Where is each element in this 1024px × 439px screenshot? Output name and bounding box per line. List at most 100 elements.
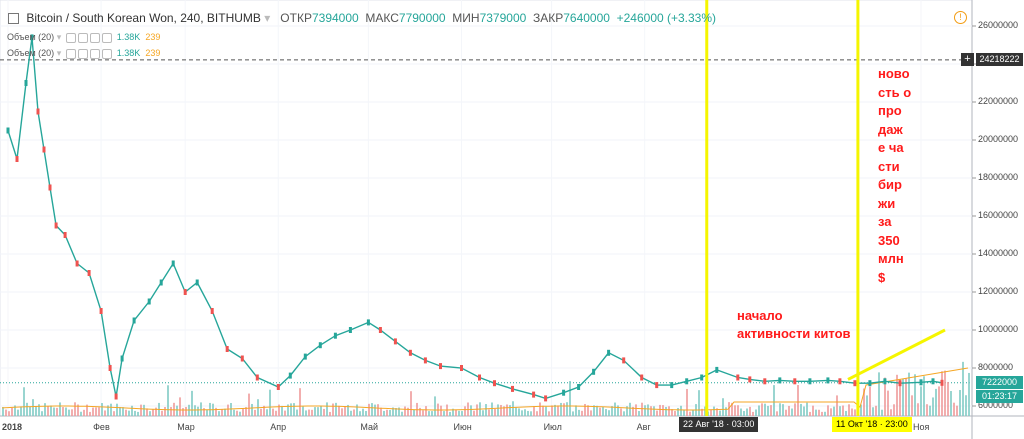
news-annotation-line: $: [878, 269, 886, 285]
alert-icon[interactable]: !: [954, 11, 967, 24]
volume-bar: [206, 409, 208, 416]
eye-icon[interactable]: [65, 32, 76, 43]
volume-bar: [362, 408, 364, 416]
volume-bar: [875, 405, 877, 416]
price-candle: [159, 279, 163, 286]
price-candle: [622, 357, 626, 364]
volume-indicator-2[interactable]: Объем (20) ▾ 1.38K 239: [7, 48, 160, 59]
volume-bar: [221, 409, 223, 416]
volume-bar: [887, 390, 889, 416]
price-candle: [460, 365, 463, 371]
eye-icon[interactable]: [65, 48, 76, 59]
close-icon[interactable]: [101, 32, 112, 43]
volume-bar: [77, 404, 79, 416]
price-candle: [931, 378, 935, 385]
chevron-down-icon[interactable]: ▾: [56, 32, 62, 42]
price-candle: [195, 279, 199, 286]
price-candle: [838, 378, 842, 385]
volume-bar: [332, 403, 334, 416]
price-candle: [108, 365, 112, 371]
volume-bar: [938, 386, 940, 416]
price-candle: [276, 384, 280, 390]
volume-bar: [281, 405, 283, 416]
chevron-down-icon[interactable]: ▾: [264, 11, 271, 25]
volume-bar: [746, 408, 748, 416]
price-candle: [826, 377, 830, 384]
price-candle: [715, 366, 719, 373]
volume-bar: [458, 410, 460, 416]
x-tick-label: Июн: [453, 422, 472, 432]
volume-bar: [152, 408, 154, 416]
volume-bar: [317, 407, 319, 416]
volume-indicator-1[interactable]: Объем (20) ▾ 1.38K 239: [7, 32, 160, 43]
volume-bar: [905, 378, 907, 416]
volume-bar: [419, 407, 421, 416]
volume-bar: [542, 405, 544, 416]
volume-bar: [407, 407, 409, 416]
marker-date-label: 11 Окт '18 · 23:00: [832, 417, 912, 432]
volume-bar: [761, 403, 763, 416]
volume-bar: [80, 411, 82, 416]
price-candle: [15, 156, 19, 162]
whales-annotation-line-2: активности китов: [737, 326, 851, 341]
volume-bar: [131, 405, 133, 416]
settings-icon[interactable]: [77, 32, 88, 43]
volume-bar: [431, 411, 433, 416]
volume-bar: [383, 410, 385, 416]
volume-bar: [266, 409, 268, 416]
collapse-icon[interactable]: [8, 13, 19, 25]
price-candle: [736, 374, 740, 381]
volume-bar: [413, 409, 415, 416]
indicator-value-1: 1.38K: [116, 32, 141, 42]
volume-bar: [656, 410, 658, 416]
volume-bar: [53, 407, 55, 416]
volume-bar: [830, 408, 832, 416]
volume-bar: [230, 402, 232, 416]
close-icon[interactable]: [101, 48, 112, 59]
volume-bar: [44, 403, 46, 416]
y-tick-label: 8000000: [978, 362, 1014, 372]
remove-icon[interactable]: [89, 32, 100, 43]
volume-bar: [101, 403, 103, 416]
volume-bar: [137, 411, 139, 416]
volume-bar: [821, 411, 823, 416]
change-value: +246000 (+3.33%): [616, 11, 717, 25]
volume-bar: [260, 408, 262, 416]
volume-bar: [812, 405, 814, 416]
y-tick-label: 20000000: [978, 134, 1019, 144]
settings-icon[interactable]: [77, 48, 88, 59]
y-tick-label: 6000000: [978, 400, 1014, 410]
price-line: [7, 37, 943, 400]
price-candle: [24, 80, 28, 86]
price-candle: [511, 385, 514, 392]
volume-bar: [476, 404, 478, 416]
volume-bar: [464, 406, 466, 416]
plus-icon[interactable]: +: [961, 53, 974, 66]
volume-bar: [56, 407, 58, 416]
volume-bar: [275, 410, 277, 416]
volume-bar: [215, 407, 217, 416]
volume-bar: [146, 408, 148, 416]
price-candle: [210, 308, 214, 314]
volume-bar: [359, 411, 361, 416]
volume-bar: [503, 406, 505, 416]
price-candle: [378, 327, 382, 333]
volume-bar: [686, 388, 688, 416]
volume-bar: [203, 408, 205, 416]
volume-bar: [794, 403, 796, 416]
remove-icon[interactable]: [89, 48, 100, 59]
volume-bar: [74, 402, 76, 416]
volume-bar: [779, 403, 781, 416]
volume-bar: [953, 402, 955, 416]
chevron-down-icon[interactable]: ▾: [56, 48, 62, 58]
volume-bar: [959, 390, 961, 416]
price-candle: [898, 380, 902, 387]
volume-bar: [704, 406, 706, 416]
volume-bar: [263, 405, 265, 416]
volume-bar: [722, 398, 724, 416]
volume-bar: [800, 403, 802, 416]
volume-bar: [284, 410, 286, 416]
price-candle: [423, 357, 427, 364]
